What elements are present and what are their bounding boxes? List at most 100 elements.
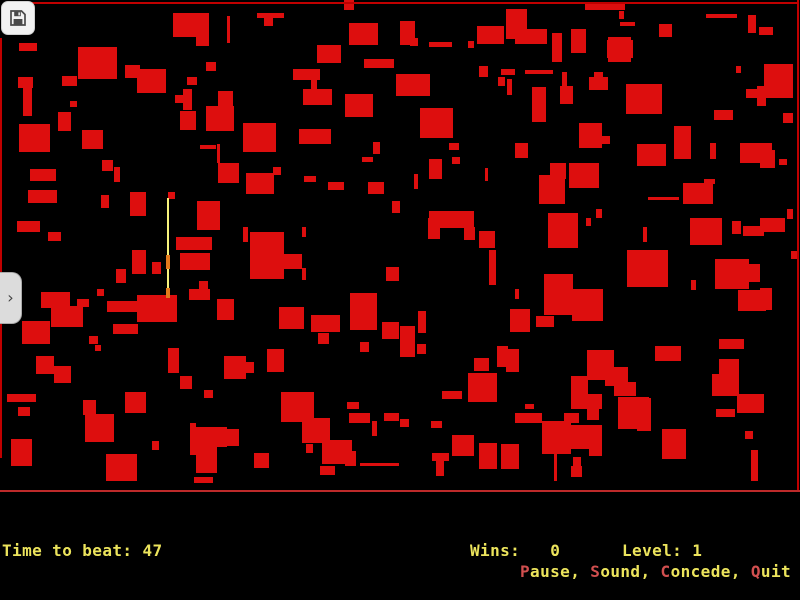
- red-block: [579, 394, 602, 409]
- red-block: [243, 227, 248, 242]
- command-sound[interactable]: Sound: [590, 562, 641, 581]
- red-block: [227, 16, 230, 43]
- red-block: [764, 64, 793, 98]
- red-block: [30, 169, 56, 181]
- red-block: [474, 358, 489, 371]
- command-pause[interactable]: Pause: [520, 562, 571, 581]
- red-block: [619, 11, 624, 19]
- red-block: [137, 69, 166, 93]
- red-block: [400, 419, 409, 427]
- red-block: [515, 29, 547, 44]
- red-block: [183, 89, 192, 110]
- red-block: [589, 447, 602, 456]
- red-block: [719, 359, 739, 396]
- red-block: [745, 431, 753, 439]
- red-block: [715, 259, 749, 289]
- red-block: [515, 143, 528, 158]
- red-block: [643, 227, 647, 242]
- red-block: [206, 62, 216, 71]
- red-block: [318, 333, 329, 344]
- red-block: [306, 444, 313, 453]
- red-block: [751, 450, 758, 481]
- red-block: [130, 192, 146, 216]
- red-block: [410, 38, 418, 46]
- red-block: [257, 13, 284, 18]
- red-block: [83, 400, 96, 415]
- red-block: [787, 209, 793, 219]
- red-block: [372, 421, 377, 436]
- red-block: [429, 159, 442, 179]
- red-block: [783, 113, 793, 123]
- red-block: [659, 24, 672, 37]
- red-block: [620, 22, 635, 26]
- red-block: [614, 382, 636, 396]
- red-block: [7, 394, 36, 402]
- red-block: [254, 453, 269, 468]
- red-block: [347, 402, 359, 409]
- player-trail-line: [167, 198, 169, 298]
- red-block: [585, 2, 625, 10]
- red-block: [217, 429, 239, 446]
- red-block: [637, 144, 666, 166]
- wins-text: Wins: 0: [470, 541, 561, 560]
- red-block: [506, 349, 519, 372]
- red-block: [479, 443, 497, 469]
- command-menu: Pause, Sound, Concede, Quit: [520, 562, 792, 581]
- red-block: [736, 66, 741, 73]
- red-block: [18, 77, 33, 88]
- red-block: [282, 254, 302, 269]
- red-block: [299, 129, 331, 144]
- red-block: [58, 112, 71, 131]
- red-block: [243, 123, 276, 152]
- red-block: [429, 211, 474, 228]
- red-block: [384, 413, 399, 421]
- command-quit[interactable]: Quit: [750, 562, 792, 581]
- red-block: [544, 274, 573, 315]
- trail-spark: [166, 288, 170, 298]
- red-block: [281, 392, 314, 422]
- playfield[interactable]: [0, 0, 800, 490]
- status-bar: Time to beat: 47 Elapsed Time: 31 Player…: [0, 492, 800, 600]
- red-block: [176, 237, 212, 250]
- command-concede[interactable]: Concede: [660, 562, 731, 581]
- red-block: [85, 414, 114, 442]
- red-block: [479, 231, 495, 248]
- red-block: [704, 179, 715, 184]
- red-block: [746, 89, 757, 98]
- red-block: [70, 101, 77, 107]
- red-block: [760, 218, 785, 232]
- red-block: [737, 394, 764, 413]
- save-button[interactable]: [1, 1, 35, 35]
- red-block: [19, 124, 50, 152]
- red-block: [19, 43, 37, 51]
- red-block: [293, 69, 320, 80]
- red-block: [586, 218, 591, 226]
- red-block: [180, 253, 210, 270]
- red-block: [317, 45, 341, 63]
- red-block: [190, 423, 196, 455]
- red-block: [386, 267, 399, 281]
- red-block: [206, 106, 234, 131]
- command-hotkey: S: [590, 562, 601, 581]
- red-block: [175, 95, 183, 103]
- red-block: [132, 250, 146, 274]
- red-block: [59, 316, 70, 327]
- red-block: [217, 299, 234, 320]
- red-block: [107, 301, 137, 312]
- red-block: [345, 94, 373, 117]
- drawer-toggle-button[interactable]: ›: [0, 272, 22, 324]
- red-block: [507, 79, 512, 95]
- red-block: [579, 123, 602, 148]
- red-block: [607, 40, 633, 58]
- red-block: [28, 190, 57, 203]
- red-block: [594, 72, 603, 79]
- red-block: [626, 84, 662, 114]
- red-block: [392, 201, 400, 213]
- red-block: [11, 439, 32, 466]
- floppy-disk-icon: [8, 8, 28, 28]
- top-border-line: [10, 2, 798, 4]
- red-block: [360, 463, 399, 466]
- red-block: [396, 74, 430, 96]
- red-block: [748, 15, 756, 33]
